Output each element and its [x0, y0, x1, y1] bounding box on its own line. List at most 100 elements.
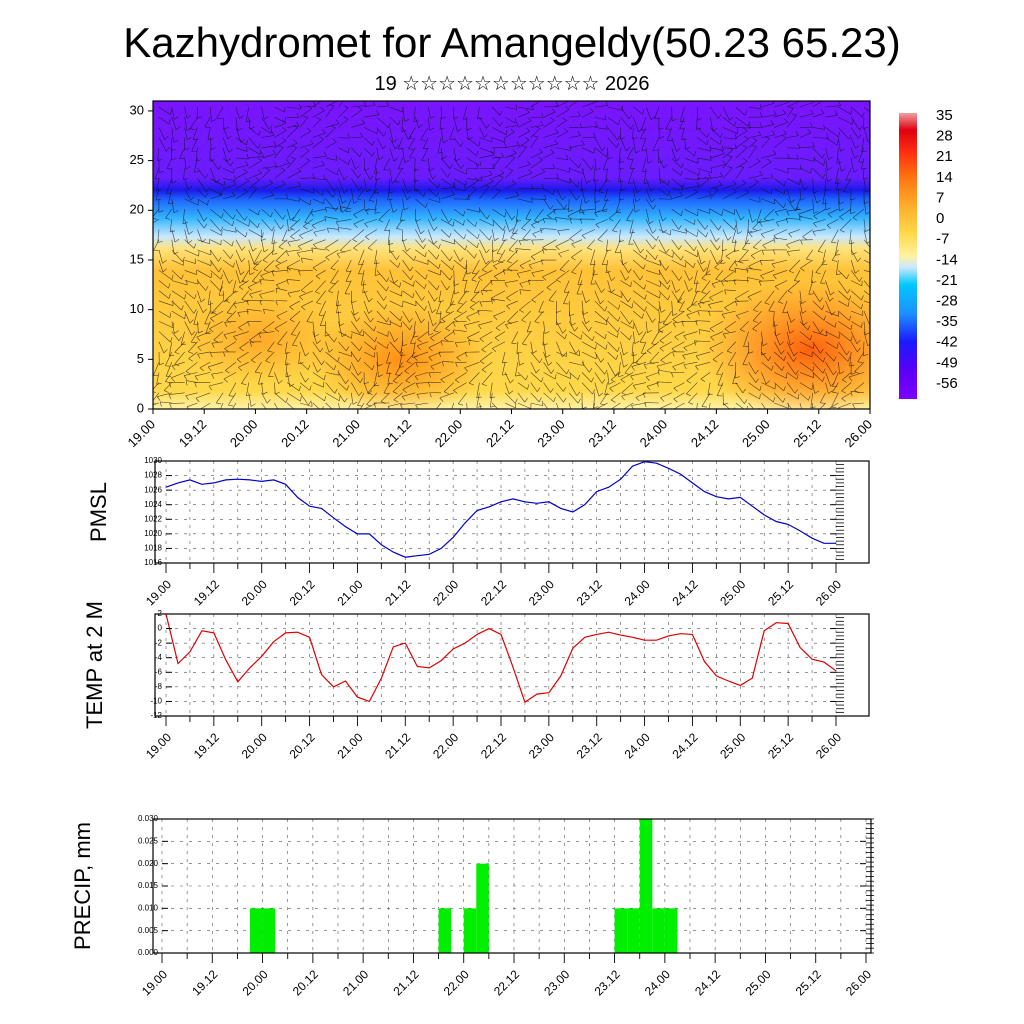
wind-barb	[492, 117, 501, 127]
wind-barb-flag	[497, 253, 503, 255]
wind-barb-flag	[425, 274, 428, 280]
wind-barb	[389, 259, 399, 268]
wind-barb-flag	[585, 299, 590, 303]
wind-barb	[479, 249, 487, 265]
wind-barb	[838, 188, 840, 205]
wind-barb	[210, 157, 219, 170]
wind-barb-flag	[434, 297, 438, 302]
wind-barb-flag	[738, 261, 744, 264]
wind-barb-flag	[251, 186, 257, 189]
wind-barb	[415, 402, 429, 406]
wind-barb-flag	[230, 161, 234, 167]
wind-barb-flag	[597, 239, 603, 242]
wind-barb	[466, 229, 478, 239]
wind-barb	[479, 300, 493, 303]
wind-barb-flag	[562, 117, 567, 121]
wind-barb	[786, 351, 794, 362]
wind-barb	[413, 168, 416, 182]
wind-barb-flag	[495, 188, 501, 191]
wind-barb	[504, 219, 510, 232]
wind-barb-flag	[233, 303, 237, 309]
wind-barb-flag	[506, 297, 511, 302]
wind-barb	[209, 300, 212, 314]
wind-barb	[592, 260, 596, 276]
wind-barb	[852, 402, 865, 405]
wind-barb-flag	[742, 388, 746, 394]
wind-barb-flag	[538, 397, 542, 403]
wind-barb	[286, 126, 299, 138]
wind-barb	[290, 219, 301, 229]
wind-barb	[241, 372, 249, 384]
wind-barb	[453, 259, 466, 270]
wind-barb	[312, 198, 324, 205]
wind-barb	[556, 131, 568, 138]
wind-barb-flag	[544, 194, 547, 200]
wind-barb	[365, 229, 378, 237]
wind-barb	[351, 178, 360, 191]
wind-barb-flag	[271, 131, 275, 136]
wind-barb	[508, 239, 519, 251]
wind-barb	[421, 147, 429, 161]
warm-core	[700, 280, 870, 409]
wind-barb-flag	[320, 107, 325, 111]
wind-barb-flag	[533, 135, 539, 138]
wind-barb	[531, 249, 544, 257]
wind-barb	[415, 280, 425, 289]
wind-barb-flag	[630, 281, 632, 287]
wind-barb	[158, 341, 165, 354]
wind-barb-flag	[786, 251, 790, 257]
wind-barb-flag	[852, 403, 856, 409]
wind-barb	[849, 229, 852, 244]
wind-barb-flag	[394, 180, 400, 183]
wind-barb-flag	[717, 245, 721, 251]
wind-barb-flag	[701, 278, 707, 281]
wind-barb	[344, 280, 352, 294]
wind-barb-flag	[789, 330, 795, 334]
wind-barb	[799, 101, 814, 108]
wind-barb-flag	[860, 304, 864, 310]
wind-barb	[505, 125, 519, 128]
wind-barb	[812, 137, 829, 139]
wind-barb-flag	[336, 304, 342, 307]
wind-barb-flag	[325, 256, 330, 261]
wind-barb-flag	[526, 127, 531, 132]
wind-barb	[786, 107, 794, 118]
wind-barb-flag	[341, 209, 347, 213]
wind-barb	[646, 382, 659, 387]
wind-barb	[350, 188, 355, 204]
wind-barb-flag	[478, 324, 482, 330]
wind-barb-flag	[667, 284, 671, 290]
wind-barb-flag	[233, 336, 237, 341]
wind-barb	[686, 300, 698, 310]
wind-barb-flag	[550, 369, 555, 374]
wind-barb-flag	[734, 121, 737, 127]
wind-barb	[850, 157, 855, 173]
wind-barb	[504, 392, 516, 404]
wind-barb	[667, 127, 673, 141]
x-tick-label: 22.00	[430, 577, 461, 608]
wind-barb-flag	[696, 231, 699, 237]
wind-barb-flag	[621, 105, 624, 111]
wind-barb-flag	[402, 389, 407, 393]
wind-barb	[735, 147, 748, 159]
wind-barb-flag	[258, 209, 260, 215]
wind-barb	[671, 270, 680, 281]
wind-barb	[265, 351, 275, 361]
y-tick-label: 1028	[144, 471, 162, 480]
wind-barb-flag	[401, 396, 406, 401]
wind-barb	[204, 117, 211, 128]
wind-barb	[594, 361, 605, 375]
wind-barb-flag	[399, 282, 402, 288]
wind-barb-flag	[677, 301, 683, 304]
wind-barb	[301, 257, 313, 261]
wind-barb-flag	[313, 101, 316, 107]
wind-barb	[351, 311, 357, 322]
wind-barb	[184, 229, 189, 244]
y-tick-label: 25	[130, 152, 144, 167]
wind-barb	[761, 382, 776, 390]
wind-barb	[237, 310, 249, 313]
wind-barb-flag	[673, 387, 678, 392]
wind-barb	[517, 139, 530, 149]
wind-barb	[274, 147, 284, 159]
wind-barb	[170, 137, 173, 151]
